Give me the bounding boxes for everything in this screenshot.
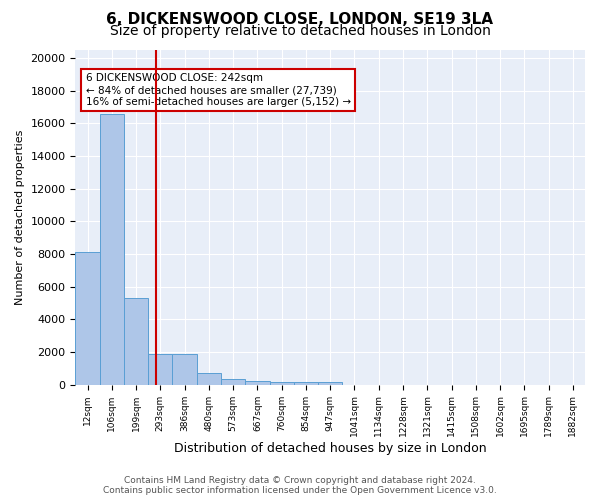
Text: Size of property relative to detached houses in London: Size of property relative to detached ho… [110, 24, 490, 38]
Bar [172, 354, 197, 384]
Text: 6, DICKENSWOOD CLOSE, LONDON, SE19 3LA: 6, DICKENSWOOD CLOSE, LONDON, SE19 3LA [107, 12, 493, 28]
Bar [245, 381, 269, 384]
Bar [148, 354, 172, 384]
X-axis label: Distribution of detached houses by size in London: Distribution of detached houses by size … [174, 442, 487, 455]
Bar [269, 382, 294, 384]
Bar [318, 382, 343, 384]
Text: Contains HM Land Registry data © Crown copyright and database right 2024.
Contai: Contains HM Land Registry data © Crown c… [103, 476, 497, 495]
Bar [100, 114, 124, 384]
Y-axis label: Number of detached properties: Number of detached properties [15, 130, 25, 305]
Bar [76, 252, 100, 384]
Bar [294, 382, 318, 384]
Bar [197, 373, 221, 384]
Text: 6 DICKENSWOOD CLOSE: 242sqm
← 84% of detached houses are smaller (27,739)
16% of: 6 DICKENSWOOD CLOSE: 242sqm ← 84% of det… [86, 74, 351, 106]
Bar [124, 298, 148, 384]
Bar [221, 380, 245, 384]
